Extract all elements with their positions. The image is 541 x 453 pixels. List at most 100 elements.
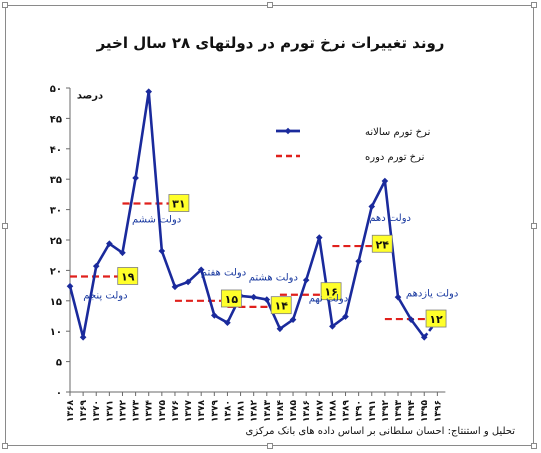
y-tick-label: ۱۵ <box>50 297 62 308</box>
x-tick-label: ۱۳۸۰ <box>223 400 233 422</box>
data-point-marker <box>368 203 376 210</box>
resize-handle-left[interactable] <box>2 223 8 229</box>
y-tick-label: ۲۵ <box>50 236 62 247</box>
x-tick-label: ۱۳۷۶ <box>171 400 181 422</box>
data-point-marker <box>263 296 271 303</box>
resize-handle-bottom-left[interactable] <box>2 443 8 449</box>
series-line <box>68 90 426 339</box>
period-average-badge <box>220 289 242 308</box>
x-tick-label: ۱۳۸۸ <box>328 400 338 422</box>
data-point-marker <box>407 316 415 323</box>
x-tick-label: ۱۳۸۳ <box>263 400 273 422</box>
axes: ۰ ۵ ۱۰ ۱۵ ۲۰ ۲۵ ۳۰ ۳۵ ۴۰ ۴۵ ۵۰ ۱۳۶۸ ۱۳۶۹ ۱۳۷۰ ۱۳۷۱ ۱۳۷۲… <box>50 84 446 422</box>
resize-handle-bottom[interactable] <box>267 443 273 449</box>
data-point-marker <box>197 266 205 274</box>
chart-frame <box>5 5 534 446</box>
government-name: دولت نهم <box>309 293 348 304</box>
data-point-marker <box>250 293 257 301</box>
government-name: دولت هشتم <box>249 273 298 284</box>
period-annotations: ۱۹ دولت پنجم ۳۱ دولت ششم ۱۵ دولت هفتم ۱۴ دولت ه… <box>83 194 458 328</box>
y-tick-label: ۳۰ <box>50 206 62 217</box>
data-point-marker <box>289 316 297 323</box>
x-tick-label: ۱۳۹۱ <box>368 400 378 422</box>
x-tick-label: ۱۳۸۱ <box>237 400 247 422</box>
y-tick-label: ۵ <box>56 358 62 369</box>
x-tick-label: ۱۳۸۶ <box>302 400 312 422</box>
x-tick-label: ۱۳۹۶ <box>433 400 443 422</box>
data-point-marker <box>171 283 179 291</box>
y-tick-label: ۴۵ <box>50 114 62 125</box>
resize-handle-right[interactable] <box>531 223 537 229</box>
x-tick-label: ۱۳۷۱ <box>105 400 115 422</box>
x-tick-label: ۱۳۷۷ <box>184 400 194 422</box>
y-tick-label: ۱۰ <box>50 327 62 338</box>
data-point-marker <box>329 323 336 330</box>
legend-marker <box>284 127 292 135</box>
data-point-marker <box>394 293 402 301</box>
period-average-badge <box>371 234 393 253</box>
x-tick-label: ۱۳۹۳ <box>394 400 404 422</box>
government-name: دولت یازدهم <box>406 289 458 300</box>
data-point-marker <box>420 333 428 341</box>
data-point-marker <box>342 313 349 320</box>
x-tick-label: ۱۳۸۵ <box>289 400 299 422</box>
y-axis-label: درصد <box>77 90 103 101</box>
x-tick-label: ۱۳۹۴ <box>407 400 417 422</box>
y-tick-label: ۴۰ <box>50 145 62 156</box>
data-point-marker <box>315 234 323 241</box>
x-tick-label: ۱۳۹۰ <box>355 400 365 422</box>
y-tick-label: ۳۵ <box>50 175 62 186</box>
government-name: دولت دهم <box>369 213 411 224</box>
data-point-marker <box>119 249 126 257</box>
period-average-value: ۱۵ <box>225 293 239 306</box>
x-tick-label: ۱۳۸۴ <box>276 400 286 422</box>
resize-handle-top[interactable] <box>267 2 273 8</box>
legend-label: نرخ تورم سالانه <box>365 127 430 138</box>
x-tick-label: ۱۳۷۰ <box>92 400 102 422</box>
period-average-value: ۱۴ <box>275 300 289 313</box>
period-average-badge <box>168 194 190 212</box>
x-tick-label: ۱۳۷۸ <box>197 400 207 422</box>
period-average-badge <box>270 296 292 315</box>
data-point-marker <box>106 240 113 247</box>
x-tick-label: ۱۳۷۴ <box>145 400 155 422</box>
data-point-marker <box>66 282 74 290</box>
legend: نرخ تورم سالانه نرخ تورم دوره <box>276 127 430 163</box>
x-tick-label: ۱۳۷۵ <box>158 400 168 422</box>
period-average-badge <box>117 267 139 285</box>
x-tick-label: ۱۳۹۲ <box>381 400 391 422</box>
y-tick-label: ۲۰ <box>50 266 62 277</box>
x-tick-label: ۱۳۹۵ <box>420 400 430 422</box>
period-average-value: ۱۲ <box>429 313 443 326</box>
period-average-value: ۱۶ <box>324 286 337 299</box>
source-note: تحلیل و استنتاج: احسان سلطانی بر اساس دا… <box>245 426 516 437</box>
data-point-marker <box>79 333 87 341</box>
period-average-badge <box>425 309 447 328</box>
data-point-marker <box>92 262 100 270</box>
x-tick-label: ۱۳۶۹ <box>79 400 89 422</box>
x-tick-label: ۱۳۸۹ <box>342 400 352 422</box>
government-name: دولت هفتم <box>201 267 246 278</box>
data-point-marker <box>381 177 389 185</box>
data-point-marker <box>276 325 284 333</box>
data-point-marker <box>184 278 192 286</box>
data-point-marker <box>302 276 310 284</box>
period-average-badge <box>320 282 342 301</box>
chart-title: روند تغییرات نرخ تورم در دولتهای ۲۸ سال … <box>96 34 445 52</box>
government-name: دولت پنجم <box>83 290 127 301</box>
data-point-marker <box>158 247 166 255</box>
data-point-marker <box>224 319 231 326</box>
x-tick-label: ۱۳۶۸ <box>66 400 76 422</box>
x-tick-label: ۱۳۷۳ <box>132 400 142 422</box>
y-tick-label: ۵۰ <box>50 84 62 95</box>
x-tick-label: ۱۳۷۲ <box>118 400 128 422</box>
data-point-marker <box>145 88 153 95</box>
data-point-marker <box>355 257 362 265</box>
y-tick-label: ۰ <box>56 388 62 399</box>
resize-handle-bottom-right[interactable] <box>531 443 537 449</box>
resize-handle-top-left[interactable] <box>2 2 8 8</box>
data-point-marker <box>132 174 139 182</box>
x-tick-label: ۱۳۸۷ <box>315 400 325 422</box>
resize-handle-top-right[interactable] <box>531 2 537 8</box>
